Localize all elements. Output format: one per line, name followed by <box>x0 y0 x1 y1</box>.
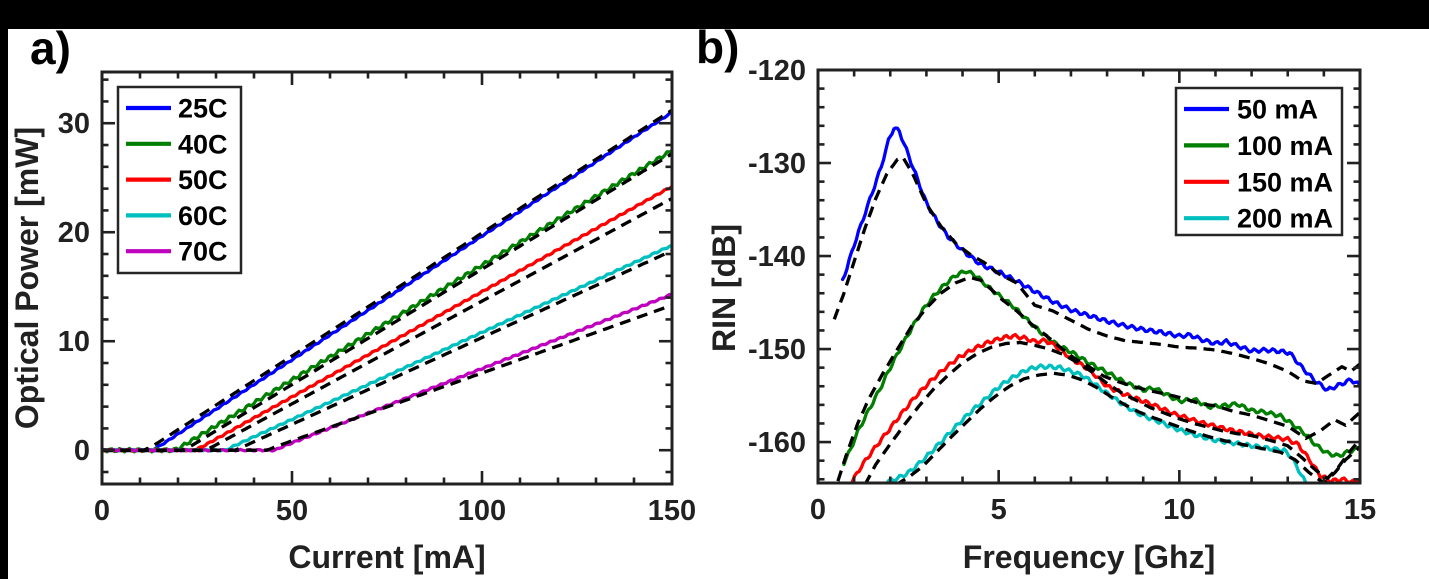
y-tick-label: -130 <box>748 148 806 180</box>
x-tick-label: 150 <box>648 495 696 527</box>
legend-entry-label: 40C <box>178 129 228 159</box>
legend-entry: 200 mA <box>1184 204 1333 234</box>
y-tick-label: 10 <box>58 326 90 358</box>
legend-entry-label: 70C <box>178 237 228 267</box>
y-tick-label: -140 <box>748 241 806 273</box>
curve-100-ma-measured <box>842 269 1360 467</box>
panel-a: 0 50 100 150 0 10 20 30 25C 40C 50C 60C 70C <box>58 70 696 527</box>
y-tick-label: -160 <box>748 427 806 459</box>
ticks-a <box>100 72 674 484</box>
curves-b <box>832 126 1360 483</box>
x-tick-label: 15 <box>1344 494 1376 526</box>
x-tick-label: 10 <box>1163 494 1195 526</box>
legend-entry-label: 25C <box>178 94 228 124</box>
curve-50-ma-measured <box>840 126 1360 392</box>
curve-25c-model <box>102 108 672 452</box>
legend-entry-label: 50 mA <box>1237 95 1318 125</box>
panel-a-ylabel: Optical Power [mW] <box>9 127 45 429</box>
legend-b: 50 mA 100 mA 150 mA 200 mA <box>1174 86 1344 237</box>
y-tick-label: -120 <box>748 55 806 87</box>
curve-200-ma-model <box>895 371 1360 483</box>
axes-box <box>100 70 674 486</box>
curve-70c-model <box>102 303 672 452</box>
curve-150-ma-measured <box>850 332 1360 483</box>
x-tick-label: 0 <box>94 495 110 527</box>
curve-150-ma-model <box>864 340 1360 483</box>
legend-entry: 100 mA <box>1184 131 1333 161</box>
x-tick-label: 0 <box>810 494 826 526</box>
legend-entry-label: 60C <box>178 201 228 231</box>
ticks-b <box>816 68 1362 483</box>
curve-40c-measured <box>102 148 672 454</box>
panel-b: 0 5 10 15 -120 -130 -140 -150 -160 50 mA 100 mA 150… <box>748 55 1376 526</box>
x-tick-label: 50 <box>276 495 308 527</box>
y-tick-label: 30 <box>58 108 90 140</box>
legend-entry: 50 mA <box>1184 95 1318 125</box>
y-tick-label: 0 <box>74 435 90 467</box>
axes-box <box>816 68 1362 485</box>
panel-a-letter: a) <box>30 22 71 74</box>
legend-box <box>1174 86 1344 237</box>
legend-entry-label: 50C <box>178 165 228 195</box>
legend-entry-label: 150 mA <box>1237 167 1333 197</box>
legend-entry: 25C <box>126 94 228 124</box>
x-tick-label: 100 <box>458 495 506 527</box>
legend-entry-label: 100 mA <box>1237 131 1333 161</box>
curve-25c-measured <box>102 110 672 453</box>
legend-entry-label: 200 mA <box>1237 204 1333 234</box>
panel-a-xlabel: Current [mA] <box>288 539 485 575</box>
curve-100-ma-model <box>836 275 1360 482</box>
legend-entry: 150 mA <box>1184 167 1333 197</box>
curves-a <box>102 108 672 454</box>
panel-b-letter: b) <box>696 21 739 73</box>
curve-40c-model <box>102 152 672 452</box>
legend-entry: 60C <box>126 201 228 231</box>
y-tick-label: 20 <box>58 217 90 249</box>
legend-a: 25C 40C 50C 60C 70C <box>116 85 243 275</box>
panel-b-xlabel: Frequency [Ghz] <box>963 539 1215 575</box>
legend-entry: 40C <box>126 129 228 159</box>
y-tick-label: -150 <box>748 334 806 366</box>
panel-b-ylabel: RIN [dB] <box>706 224 742 352</box>
legend-entry: 50C <box>126 165 228 195</box>
x-tick-label: 5 <box>991 494 1007 526</box>
legend-entry: 70C <box>126 237 228 267</box>
